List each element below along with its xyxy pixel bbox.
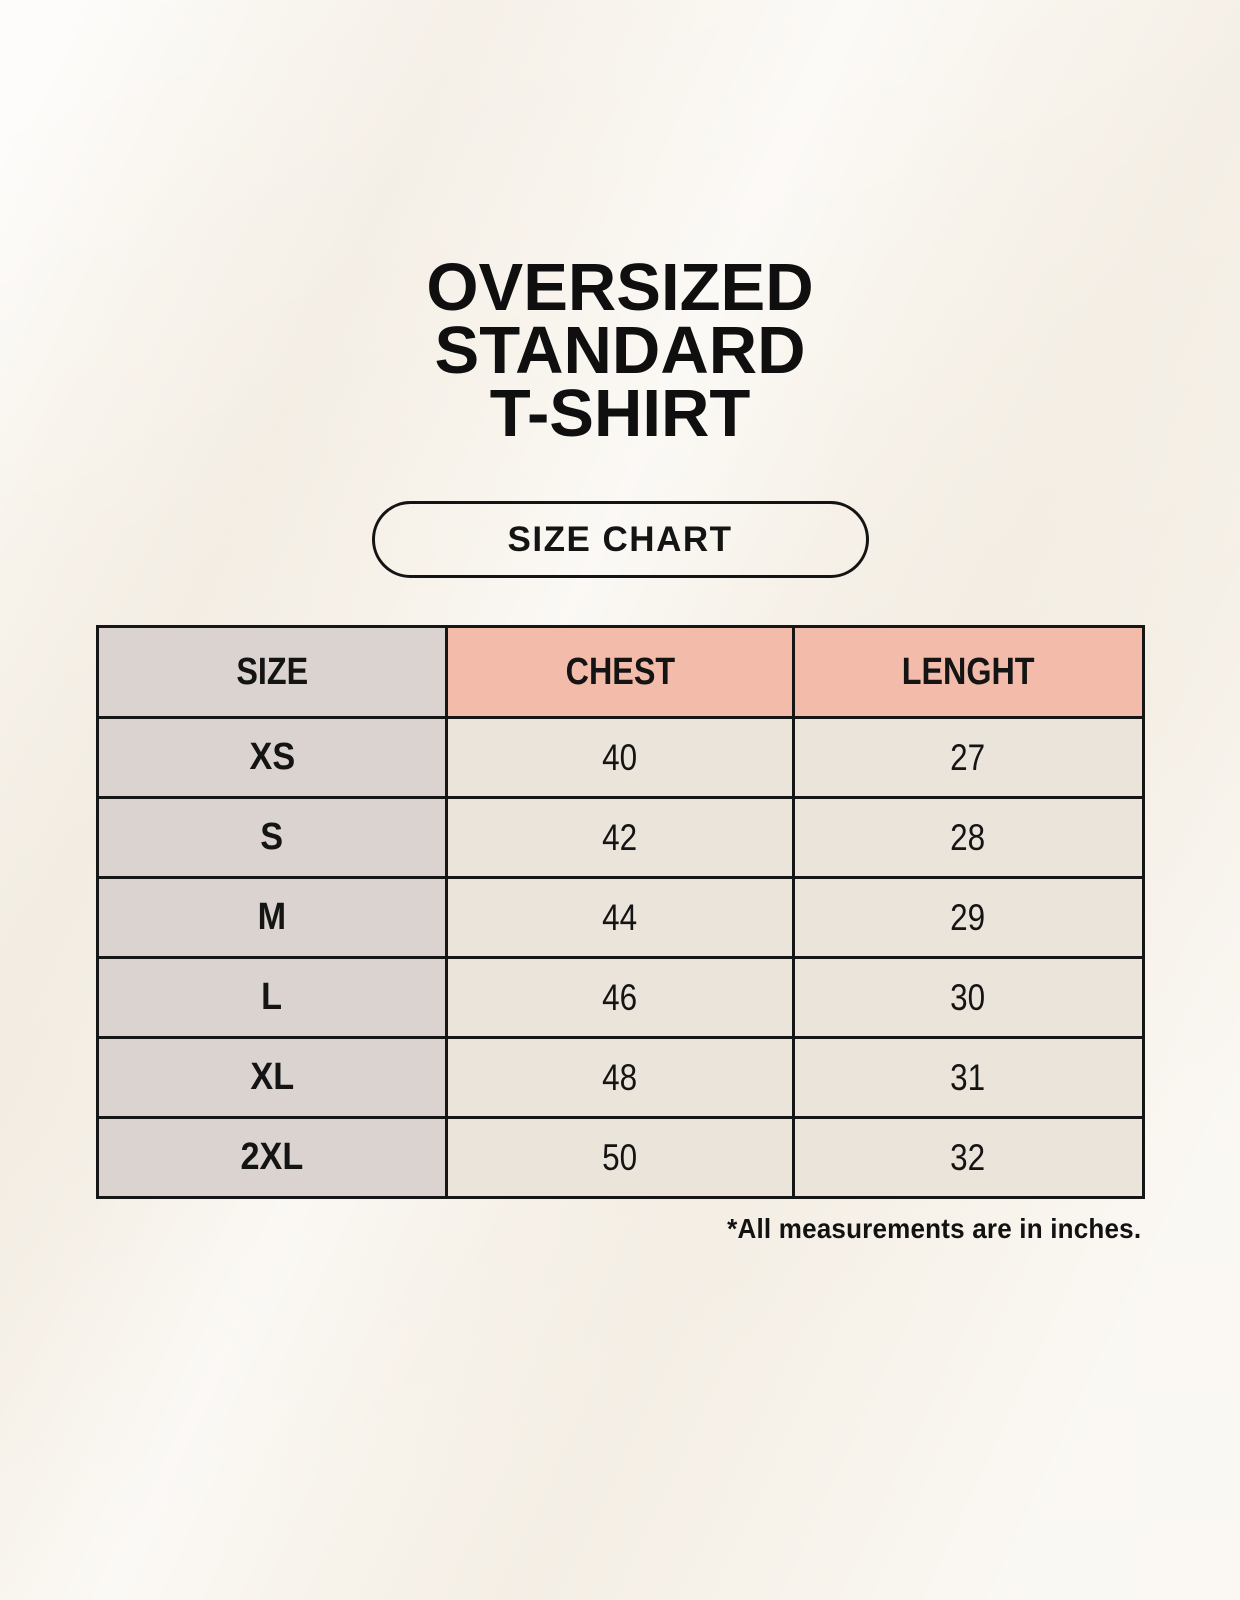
length-value: 32 [791,1116,1145,1199]
size-label: XS [95,716,449,799]
size-label: S [95,796,449,879]
chest-value: 50 [445,1116,795,1199]
length-value: 31 [791,1036,1145,1119]
column-header-size: SIZE [95,625,449,719]
table-row-l: L 46 30 [95,956,1145,1039]
measurements-footnote: *All measurements are in inches. [727,1213,1142,1244]
length-value: 29 [791,876,1145,959]
chest-value: 44 [445,876,795,959]
chest-value: 48 [445,1036,795,1119]
size-table-body: XS 40 27 S 42 28 M 44 29 L 46 30 XL 48 [95,716,1145,1199]
product-title-line-3: T-SHIRT [489,376,751,451]
length-value: 28 [791,796,1145,879]
size-table: SIZE CHEST LENGHT XS 40 27 S 42 28 M 44 … [95,625,1145,1199]
length-value: 30 [791,956,1145,1039]
header-row: SIZE CHEST LENGHT [95,625,1145,719]
size-label: XL [95,1036,449,1119]
table-row-s: S 42 28 [95,796,1145,879]
size-table-header: SIZE CHEST LENGHT [95,625,1145,719]
chest-value: 42 [445,796,795,879]
column-header-chest: CHEST [445,625,795,719]
table-row-2xl: 2XL 50 32 [95,1116,1145,1199]
product-title-line-2: STANDARD [434,313,806,388]
size-label: M [95,876,449,959]
table-row-xs: XS 40 27 [95,716,1145,799]
table-row-m: M 44 29 [95,876,1145,959]
product-title-line-1: OVERSIZED [426,250,814,325]
chest-value: 46 [445,956,795,1039]
size-chart-badge: SIZE CHART [371,501,869,578]
chest-value: 40 [445,716,795,799]
column-header-length: LENGHT [791,625,1145,719]
size-label: 2XL [95,1116,449,1199]
table-row-xl: XL 48 31 [95,1036,1145,1119]
size-label: L [95,956,449,1039]
size-chart-badge-label: SIZE CHART [507,519,733,559]
product-title: OVERSIZED STANDARD T-SHIRT [0,0,1240,451]
length-value: 27 [791,716,1145,799]
